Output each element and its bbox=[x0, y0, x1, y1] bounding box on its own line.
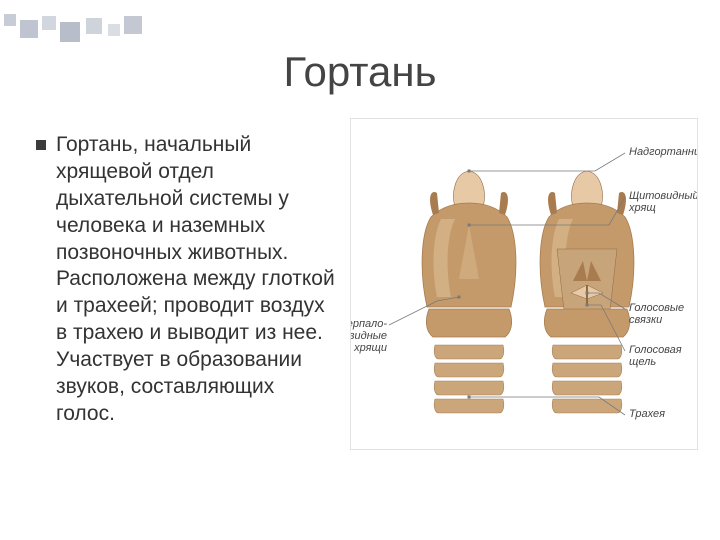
bullet-item: Гортань, начальный хрящевой отдел дыхате… bbox=[36, 132, 336, 428]
svg-text:хрящ: хрящ bbox=[628, 202, 656, 214]
larynx-figure: Надгортанник Щитовидныйхрящ Голосовыесвязк… bbox=[350, 118, 698, 450]
svg-text:связки: связки bbox=[629, 314, 662, 326]
svg-text:Трахея: Трахея bbox=[629, 408, 665, 420]
bullet-marker-square bbox=[36, 140, 46, 150]
deco-square bbox=[42, 16, 56, 30]
deco-square bbox=[86, 18, 102, 34]
svg-text:Голосовые: Голосовые bbox=[629, 302, 684, 314]
svg-text:видные: видные bbox=[351, 330, 387, 342]
deco-square bbox=[20, 20, 38, 38]
slide: Гортань Гортань, начальный хрящевой отде… bbox=[0, 0, 720, 540]
svg-text:щель: щель bbox=[629, 356, 656, 368]
title-decoration bbox=[0, 14, 180, 38]
deco-square bbox=[4, 14, 16, 26]
deco-square bbox=[108, 24, 120, 36]
svg-text:Голосовая: Голосовая bbox=[629, 344, 682, 356]
bullet-content: Гортань, начальный хрящевой отдел дыхате… bbox=[36, 132, 336, 428]
deco-square bbox=[60, 22, 80, 42]
deco-square bbox=[124, 16, 142, 34]
svg-text:Щитовидный: Щитовидный bbox=[629, 190, 697, 202]
svg-text:хрящи: хрящи bbox=[353, 342, 387, 354]
svg-text:Черпало-: Черпало- bbox=[351, 318, 387, 330]
svg-text:Надгортанник: Надгортанник bbox=[629, 146, 697, 158]
bullet-text: Гортань, начальный хрящевой отдел дыхате… bbox=[56, 132, 336, 428]
slide-title: Гортань bbox=[0, 48, 720, 96]
